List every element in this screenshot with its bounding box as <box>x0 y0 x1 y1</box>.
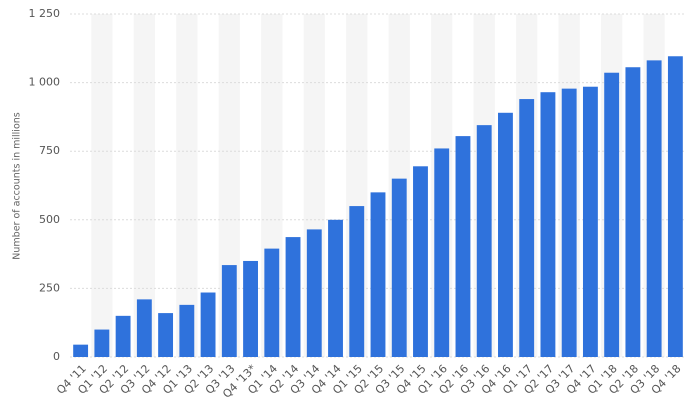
bar <box>243 260 258 357</box>
bar <box>221 265 237 357</box>
bar <box>179 304 195 357</box>
bar <box>519 99 535 358</box>
bar <box>561 88 577 357</box>
bar <box>455 136 471 357</box>
y-tick-label: 250 <box>39 281 60 294</box>
y-tick-label: 0 <box>53 350 60 363</box>
band-stripe <box>133 14 155 357</box>
bar <box>264 248 280 357</box>
bar <box>582 86 598 357</box>
band-stripe <box>176 14 198 357</box>
bar <box>94 329 110 357</box>
band-stripe <box>91 14 113 357</box>
bar <box>349 206 365 357</box>
y-tick-label: 750 <box>39 144 60 157</box>
bar <box>540 92 556 357</box>
bar <box>136 299 152 357</box>
bar <box>625 67 641 358</box>
bar <box>498 112 513 357</box>
bar <box>158 313 174 357</box>
y-axis-title: Number of accounts in millions <box>12 112 23 260</box>
bar <box>413 166 428 357</box>
bar <box>646 60 662 358</box>
bar <box>115 315 131 357</box>
y-tick-label: 500 <box>39 213 60 226</box>
y-tick-label: 1 250 <box>29 7 61 20</box>
bar <box>476 125 492 358</box>
bar <box>306 229 322 357</box>
bar <box>328 219 343 357</box>
bar <box>604 72 620 357</box>
bar <box>370 192 386 357</box>
bar <box>667 56 683 357</box>
bar <box>434 148 450 357</box>
bar <box>73 344 89 357</box>
bar <box>391 178 407 357</box>
bar <box>200 292 216 357</box>
y-tick-label: 1 000 <box>29 76 61 89</box>
bar <box>285 237 301 357</box>
